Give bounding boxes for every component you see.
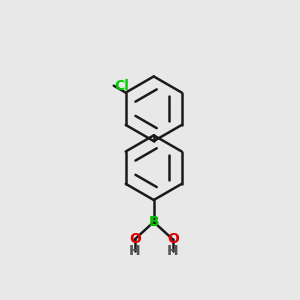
Text: B: B <box>148 215 159 229</box>
Text: O: O <box>167 232 178 246</box>
Text: H: H <box>167 244 178 258</box>
Text: O: O <box>129 232 141 246</box>
Text: Cl: Cl <box>115 79 130 93</box>
Text: H: H <box>129 244 141 258</box>
